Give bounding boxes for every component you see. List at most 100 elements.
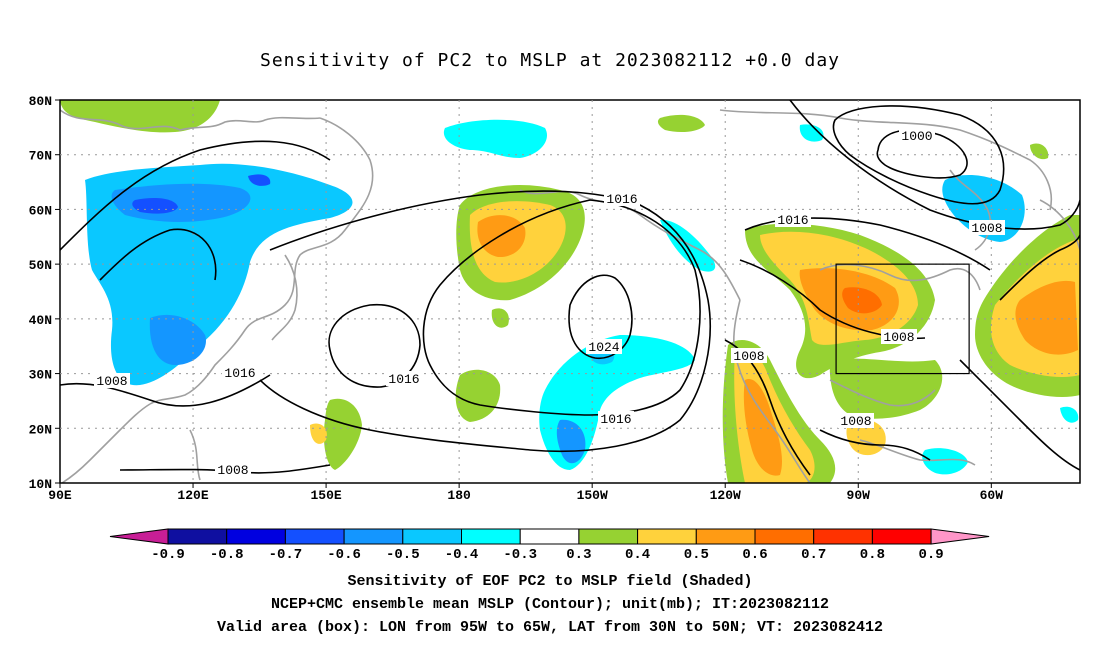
arctic-negative-region [443, 119, 548, 158]
colorbar-segment [519, 528, 580, 545]
valid-area-box [835, 263, 970, 375]
north-america-red [842, 287, 882, 314]
siberia-positive-orange [477, 215, 526, 258]
contour-1008-asia [99, 228, 217, 281]
contour-1008-outer [789, 100, 1080, 230]
shaded-field [60, 100, 1080, 483]
contour-label-bg [775, 212, 811, 227]
contour-label-bg [731, 348, 767, 363]
contour-label: 1024 [588, 340, 619, 355]
lon-label: 150W [577, 488, 608, 503]
contour-1008-car [819, 429, 931, 461]
contour-label-bg [899, 128, 935, 143]
contour-1024 [568, 274, 633, 360]
contour-label-bg [598, 411, 634, 426]
colorbar-label: -0.4 [445, 547, 479, 563]
colorbar-segment [871, 528, 932, 545]
mexico-orange [743, 379, 783, 476]
contour-1008-north [832, 105, 1005, 205]
arctic-green-region [60, 100, 220, 133]
contour-label-bg [215, 462, 251, 477]
colorbar-segment [813, 528, 873, 545]
contour-label-bg [881, 329, 917, 344]
pacific-green-blob4 [491, 308, 509, 328]
pacific-green-blob1 [455, 369, 501, 422]
lon-label: 120E [177, 488, 208, 503]
colorbar-high-triangle [930, 528, 990, 545]
contour-1008-west [60, 374, 271, 407]
lat-label: 70N [29, 149, 52, 164]
contour-1016-e [959, 359, 1080, 471]
contour-label: 1008 [733, 349, 764, 364]
arctic-small-negative [799, 124, 824, 142]
colorbar-label: 0.7 [801, 547, 826, 563]
colorbar-low-triangle [109, 528, 169, 545]
contour-label: 1016 [388, 372, 419, 387]
colorbar-label: 0.8 [860, 547, 885, 563]
greenland-green [1030, 143, 1049, 160]
map-title: Sensitivity of PC2 to MSLP at 2023082112… [259, 50, 840, 71]
lat-label: 60N [29, 203, 52, 218]
colorbar-label: 0.6 [742, 547, 767, 563]
colorbar-segment [284, 528, 345, 545]
pacific-green-blob2 [323, 398, 362, 470]
contour-label: 1016 [777, 213, 808, 228]
contour-label: 1008 [96, 374, 127, 389]
colorbar-label: -0.6 [327, 547, 361, 563]
footer-line-shading: Sensitivity of EOF PC2 to MSLP field (Sh… [347, 573, 753, 590]
contour-1016-box [422, 199, 701, 416]
contour-label: 1008 [883, 330, 914, 345]
contour-label-bg [586, 339, 622, 354]
colorbar-segment [578, 528, 639, 545]
valid-area-rectangle [835, 263, 970, 375]
colorbar-label: 0.5 [684, 547, 709, 563]
contour-label-bg [969, 220, 1005, 235]
colorbar-segment [461, 528, 521, 545]
colorbar-segment [695, 528, 756, 545]
contour-label: 1016 [606, 192, 637, 207]
pacific-negative-core [556, 419, 586, 464]
contour-labels: 1000 1008 1016 1016 1016 1024 1016 1008 1008 1016… [94, 128, 1005, 478]
tropical-atlantic-negative [922, 448, 968, 475]
alaska-negative-region [660, 219, 716, 272]
asia-negative-core4 [248, 174, 271, 186]
contour-label-bg [222, 365, 258, 380]
colorbar-segment [637, 528, 697, 545]
contour-1016-big [259, 190, 711, 453]
plot-frame [59, 99, 1081, 484]
colorbar-segment [343, 528, 404, 545]
colorbar-label: 0.4 [625, 547, 650, 563]
lat-label: 40N [29, 313, 52, 328]
lat-label: 30N [29, 368, 52, 383]
lat-label: 50N [29, 258, 52, 273]
colorbar-label: -0.8 [210, 547, 244, 563]
footer-line-contour: NCEP+CMC ensemble mean MSLP (Contour); u… [270, 596, 830, 613]
asia-negative-core2 [149, 314, 206, 365]
contour-label-bg [838, 413, 874, 428]
colorbar-label: -0.3 [503, 547, 537, 563]
pacific-green-blob3 [310, 423, 327, 444]
contour-label: 1016 [600, 412, 631, 427]
contour-1016-left [328, 303, 421, 388]
footer-line-valid-area: Valid area (box): LON from 95W to 65W, L… [216, 619, 884, 636]
contour-label-bg [604, 191, 640, 206]
colorbar-label: 0.3 [566, 547, 591, 563]
colorbar-label: 0.9 [918, 547, 943, 563]
contour-1016-upper [60, 140, 331, 251]
lat-label: 80N [29, 94, 52, 109]
lon-label: 120W [710, 488, 741, 503]
colorbar-segment [402, 528, 462, 545]
colorbar: -0.9 -0.8 -0.7 -0.6 -0.5 -0.4 -0.3 0.3 0.4 0.5 0.6… [109, 528, 990, 563]
colorbar-segment [754, 528, 815, 545]
lon-label: 90E [48, 488, 72, 503]
contour-1008-atl [999, 234, 1080, 301]
atlantic-orange [1015, 280, 1078, 355]
lon-label: 150E [310, 488, 341, 503]
contour-label: 1016 [224, 366, 255, 381]
lon-label: 180 [447, 488, 471, 503]
lat-label: 10N [29, 477, 52, 492]
lon-label: 60W [980, 488, 1004, 503]
contour-label: 1008 [971, 221, 1002, 236]
